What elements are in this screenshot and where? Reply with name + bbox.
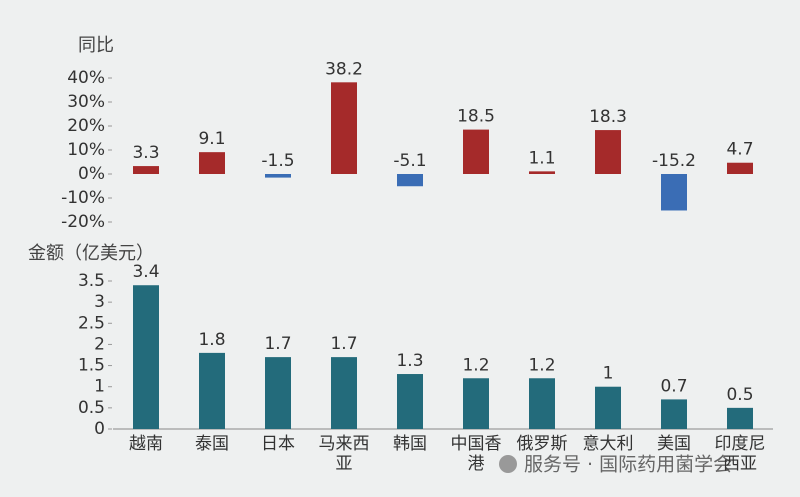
value-label: 9.1 xyxy=(198,129,225,149)
y-tick-label: -20% xyxy=(61,212,105,232)
value-label: 1.7 xyxy=(264,334,291,354)
value-label: 3.4 xyxy=(132,262,159,282)
y-label-amount: 金额（亿美元） xyxy=(28,243,154,264)
value-label: 4.7 xyxy=(726,140,753,160)
y-tick-label: 3.5 xyxy=(78,271,105,291)
value-label: 18.3 xyxy=(589,107,627,127)
y-tick-label: 1.5 xyxy=(78,356,105,376)
bar xyxy=(265,357,291,429)
x-tick-label: 泰国 xyxy=(195,434,229,454)
y-tick-label: -10% xyxy=(61,188,105,208)
value-label: 18.5 xyxy=(457,107,495,127)
x-tick-label: 美国 xyxy=(657,434,691,454)
bar xyxy=(397,374,423,429)
bar xyxy=(595,386,621,429)
x-tick-label: 中国香港 xyxy=(451,434,502,474)
value-label: -5.1 xyxy=(393,151,426,171)
x-tick-label: 韩国 xyxy=(393,434,427,454)
bar xyxy=(529,171,555,174)
value-label: 0.5 xyxy=(726,385,753,405)
bar xyxy=(595,130,621,174)
wechat-icon xyxy=(499,455,517,473)
x-tick-label: 印度尼西亚 xyxy=(715,434,766,474)
y-tick-label: 0.5 xyxy=(78,398,105,418)
bar xyxy=(133,285,159,429)
bar xyxy=(463,129,489,174)
bar xyxy=(331,82,357,174)
bar xyxy=(463,378,489,429)
y-tick-label: 0% xyxy=(78,164,105,184)
y-tick-label: 30% xyxy=(67,92,105,112)
y-tick-label: 1 xyxy=(94,377,105,397)
value-label: -15.2 xyxy=(652,151,696,171)
bar xyxy=(265,174,291,178)
y-tick-label: 40% xyxy=(67,68,105,88)
bar xyxy=(529,378,555,429)
y-tick-label: 0 xyxy=(94,419,105,439)
bar xyxy=(397,174,423,187)
x-tick-label: 马来西亚 xyxy=(319,434,370,474)
value-label: 1.3 xyxy=(396,351,423,371)
value-label: 0.7 xyxy=(660,376,687,396)
bar xyxy=(199,152,225,174)
value-label: 1.7 xyxy=(330,334,357,354)
value-label: -1.5 xyxy=(261,151,294,171)
bar xyxy=(661,399,687,429)
y-tick-label: 3 xyxy=(94,292,105,312)
value-label: 1.2 xyxy=(462,355,489,375)
x-tick-label: 意大利 xyxy=(583,434,634,454)
bar xyxy=(661,174,687,211)
bar xyxy=(331,357,357,429)
y-label-growth: 同比 xyxy=(78,35,114,56)
watermark: 服务号 · 国际药用菌学会 xyxy=(524,454,732,476)
value-label: 1 xyxy=(603,364,614,384)
x-tick-label: 越南 xyxy=(129,434,163,454)
y-tick-label: 10% xyxy=(67,140,105,160)
bar xyxy=(727,162,753,174)
value-label: 38.2 xyxy=(325,59,363,79)
x-tick-label: 日本 xyxy=(261,434,295,454)
value-label: 3.3 xyxy=(132,143,159,163)
bar xyxy=(727,407,753,429)
y-tick-label: 2.5 xyxy=(78,313,105,333)
value-label: 1.8 xyxy=(198,330,225,350)
bar xyxy=(133,166,159,174)
x-tick-label: 俄罗斯 xyxy=(517,434,568,454)
value-label: 1.1 xyxy=(528,148,555,168)
y-tick-label: 20% xyxy=(67,116,105,136)
bar xyxy=(199,352,225,429)
value-label: 1.2 xyxy=(528,355,555,375)
y-tick-label: 2 xyxy=(94,334,105,354)
